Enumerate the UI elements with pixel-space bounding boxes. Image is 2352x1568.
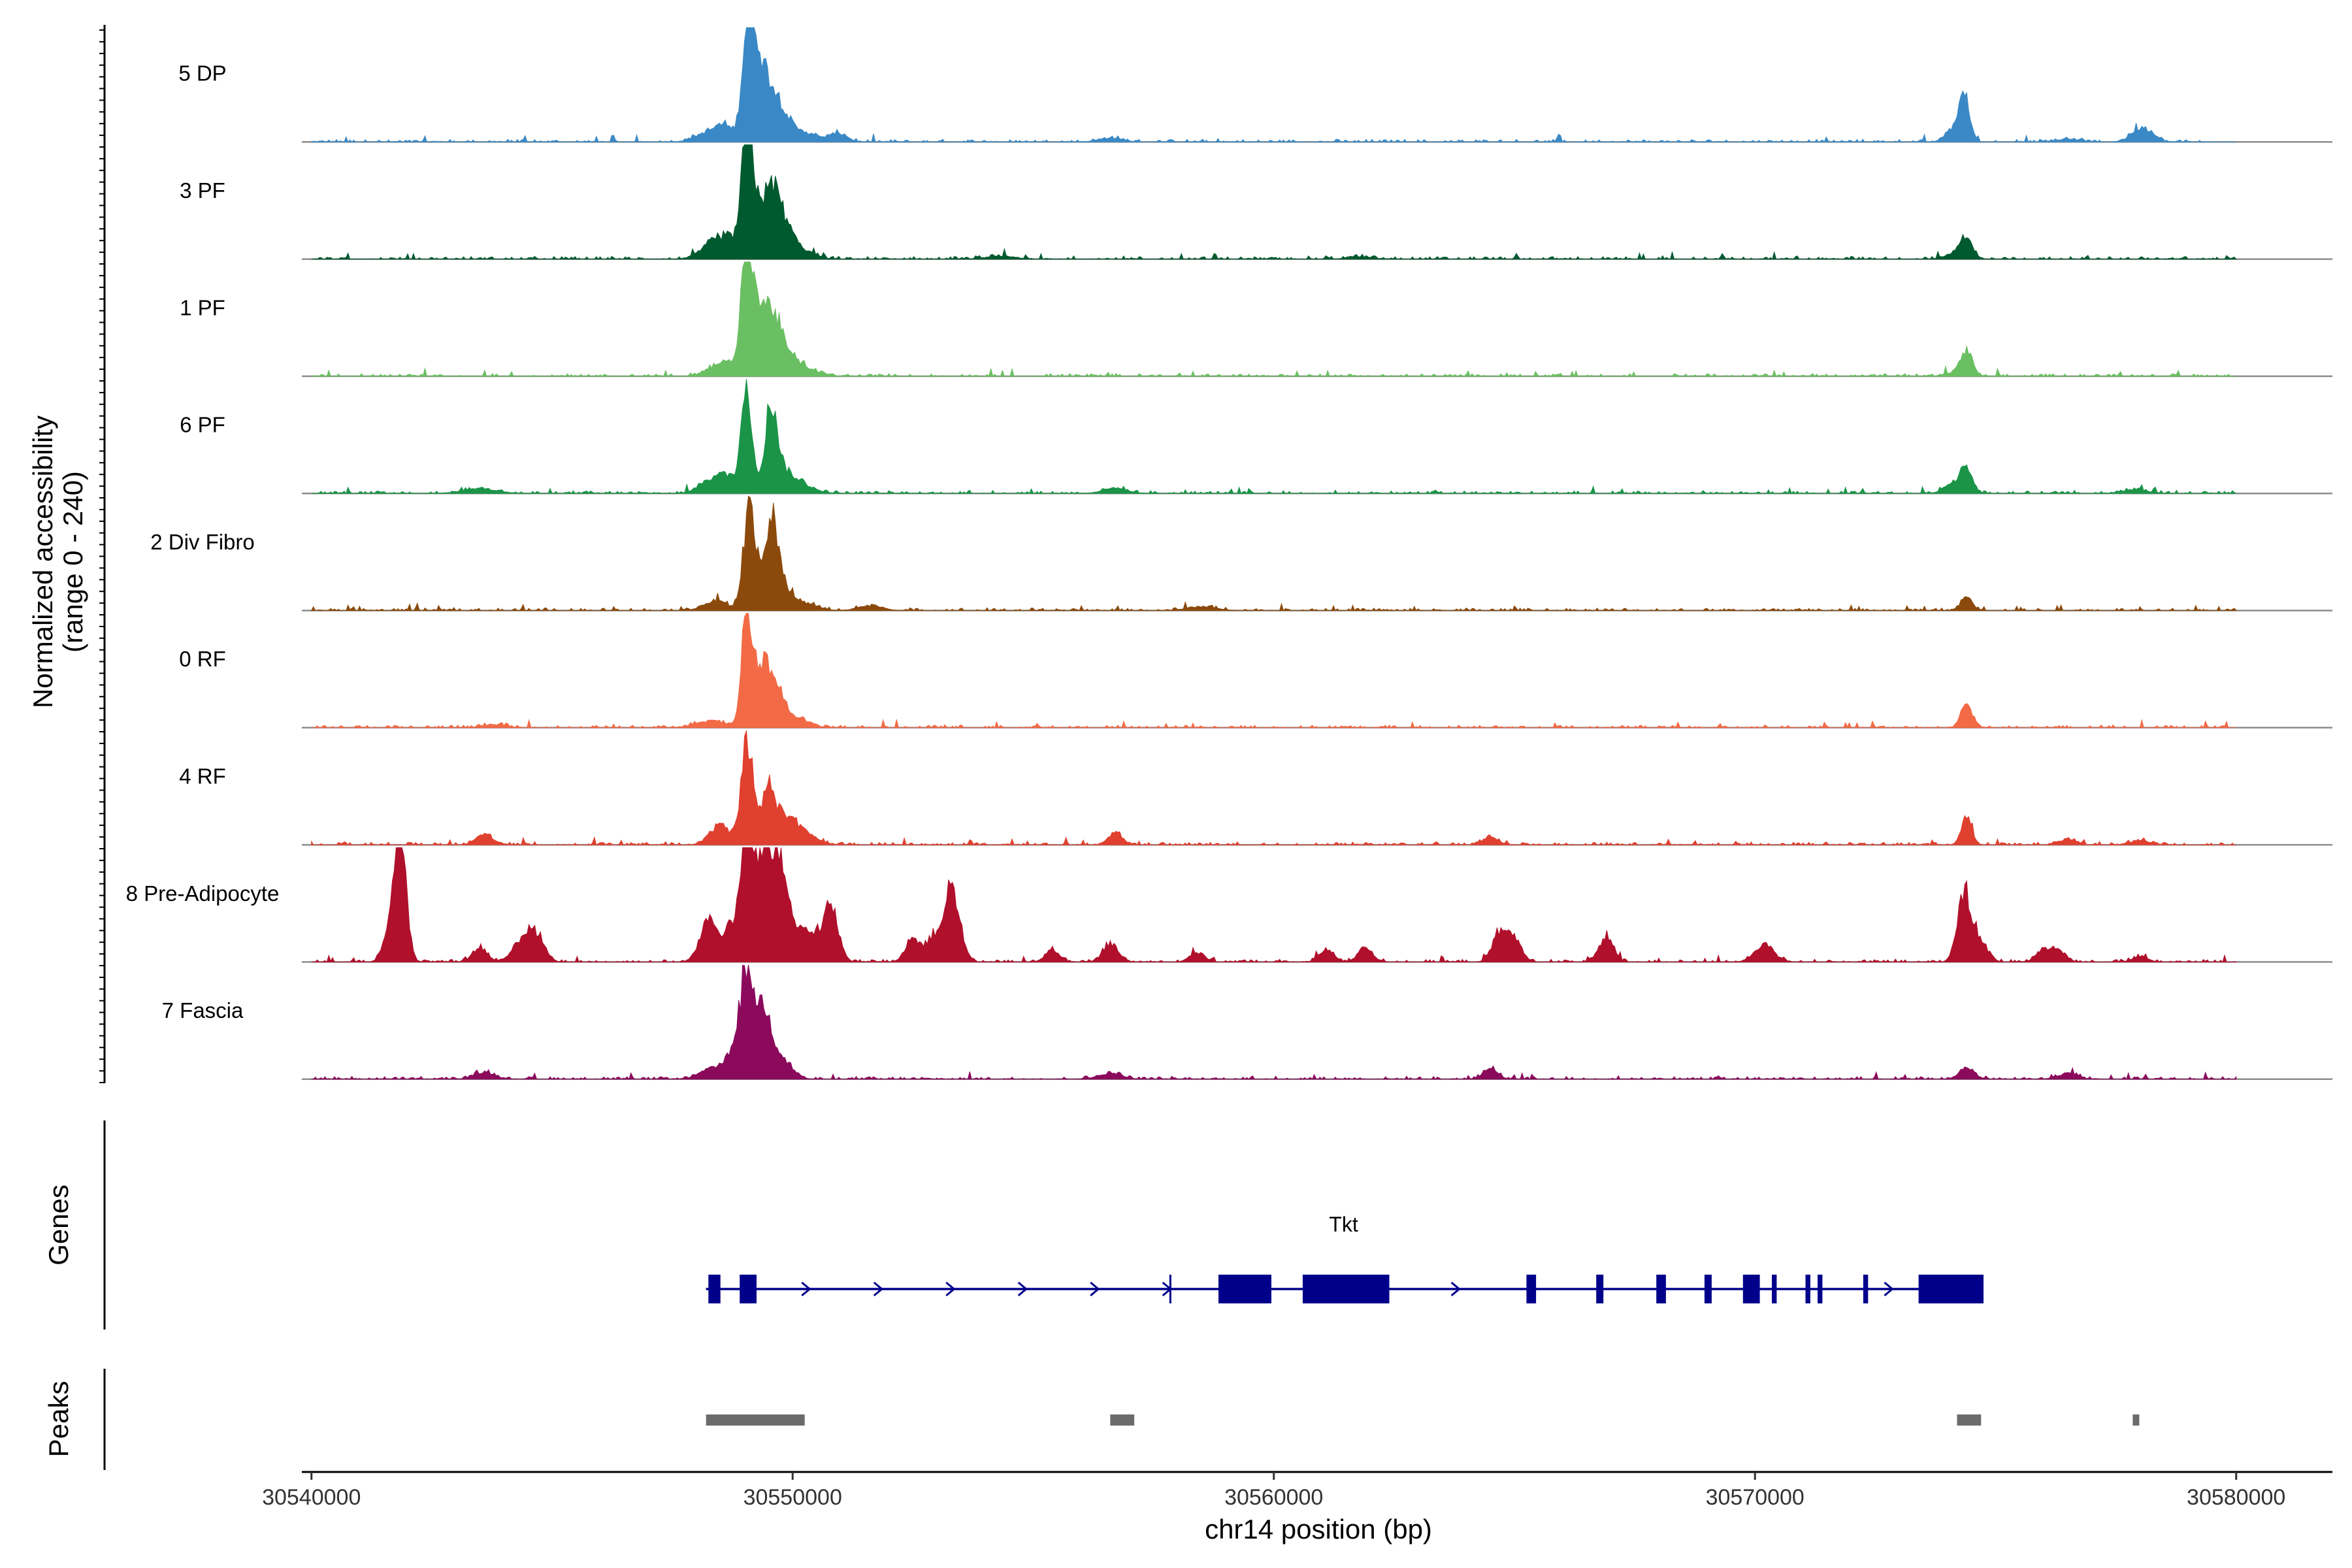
track-5-dp: 5 DP [178, 27, 2332, 143]
track-1-pf: 1 PF [180, 261, 2332, 378]
gene-annotation-panel: Tkt [103, 1120, 1984, 1330]
gene-exon [740, 1275, 757, 1303]
gene-exon [1772, 1275, 1777, 1303]
strand-arrow [801, 1281, 811, 1297]
track-label: 1 PF [180, 295, 225, 319]
track-4-rf: 4 RF [179, 730, 2332, 846]
genes-panel-label: Genes [43, 1184, 74, 1266]
track-0-rf: 0 RF [179, 613, 2332, 729]
track-label: 4 RF [179, 764, 226, 788]
x-tick-label: 30540000 [262, 1485, 361, 1510]
gene-exon [1818, 1275, 1823, 1303]
track-2-div-fibro: 2 Div Fibro [150, 495, 2332, 612]
track-label: 8 Pre-Adipocyte [126, 881, 280, 906]
peak-region [1110, 1414, 1135, 1426]
x-axis-title: chr14 position (bp) [1205, 1514, 1432, 1544]
strand-arrow [1884, 1281, 1894, 1297]
gene-exon [1218, 1275, 1271, 1303]
track-7-fascia: 7 Fascia [162, 964, 2332, 1080]
coverage-area [310, 495, 2237, 612]
coverage-area [311, 613, 2236, 728]
gene-tkt: Tkt [706, 1213, 1984, 1303]
gene-exon [1863, 1275, 1869, 1303]
coverage-area [311, 144, 2237, 261]
x-tick-label: 30570000 [1706, 1485, 1805, 1510]
peak-region [2132, 1414, 2140, 1426]
strand-arrow [945, 1281, 956, 1297]
gene-exon [1656, 1275, 1666, 1303]
y-axis-title-line2: (range 0 - 240) [57, 471, 88, 653]
x-tick-label: 30560000 [1224, 1485, 1323, 1510]
coverage-area [311, 730, 2236, 846]
coverage-area [311, 27, 2236, 143]
coverage-area [311, 379, 2236, 495]
coverage-area [311, 964, 2237, 1080]
peaks-panel-label: Peaks [43, 1381, 74, 1458]
gene-exon [1742, 1275, 1760, 1303]
gene-exon [1302, 1275, 1390, 1303]
gene-exon [708, 1275, 721, 1303]
track-label: 6 PF [180, 413, 225, 437]
track-label: 2 Div Fibro [150, 530, 255, 554]
track-3-pf: 3 PF [180, 144, 2332, 261]
track-label: 7 Fascia [162, 998, 244, 1022]
strand-arrow [1090, 1281, 1100, 1297]
peaks-panel [103, 1369, 2140, 1470]
track-label: 0 RF [179, 647, 226, 671]
strand-arrow [1450, 1281, 1461, 1297]
coverage-tracks: 5 DP 3 PF 1 PF 6 PF 2 Div Fibro 0 RF 4 RF 8 Pre… [126, 27, 2332, 1080]
gene-exon [1918, 1275, 1984, 1303]
strand-arrow [873, 1281, 884, 1297]
track-label: 5 DP [178, 61, 226, 86]
x-axis: 30540000 30550000 30560000 30570000 30580000 [262, 1471, 2332, 1510]
gene-exon [1704, 1275, 1712, 1303]
x-tick-label: 30580000 [2187, 1485, 2285, 1510]
coverage-area [311, 261, 2236, 378]
track-label: 3 PF [180, 178, 225, 203]
y-axis-title-line1: Normalized accessibility [27, 416, 58, 708]
peak-region [1957, 1414, 1982, 1426]
peak-region [706, 1414, 805, 1426]
strand-arrow [1017, 1281, 1028, 1297]
track-8-pre-adipocyte: 8 Pre-Adipocyte [126, 847, 2332, 963]
left-axis [99, 25, 106, 1083]
x-tick-label: 30550000 [743, 1485, 842, 1510]
track-6-pf: 6 PF [180, 379, 2332, 495]
coverage-area [311, 847, 2237, 963]
gene-exon [1596, 1275, 1604, 1303]
gene-name-label: Tkt [1329, 1213, 1358, 1236]
gene-exon [1526, 1275, 1537, 1303]
gene-exon [1805, 1275, 1810, 1303]
